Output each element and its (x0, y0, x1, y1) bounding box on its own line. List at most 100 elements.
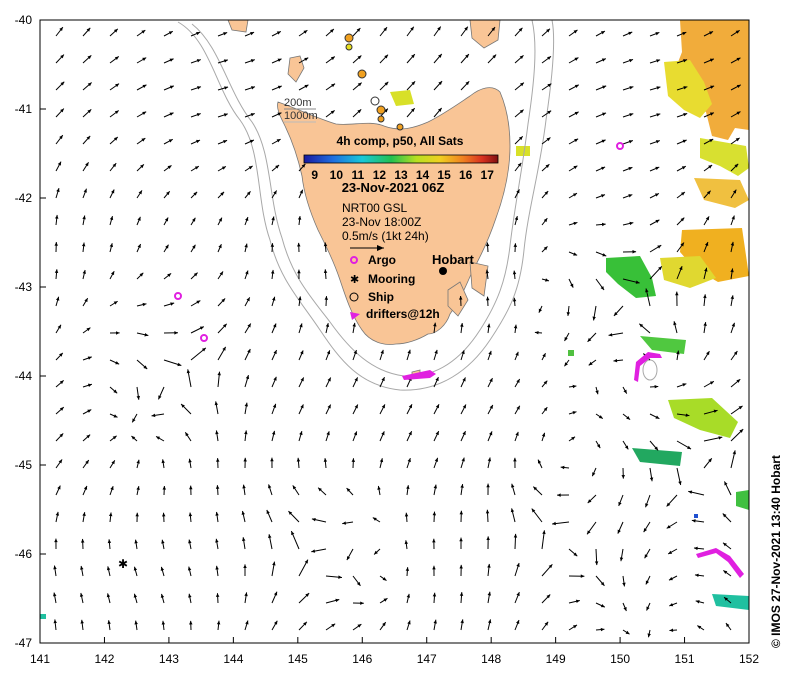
current-vector-head (327, 404, 331, 409)
current-vector-head (215, 485, 220, 489)
sst-patch-east-orange (694, 178, 749, 208)
lat-tick-label: -41 (15, 102, 33, 116)
current-vector-head (709, 139, 714, 143)
current-vector-head (323, 458, 328, 462)
lon-tick-label: 146 (352, 652, 372, 666)
current-vector-head (111, 460, 115, 465)
current-vector-head (433, 619, 437, 624)
legend-ship-icon (349, 292, 359, 302)
current-vector-head (432, 538, 436, 543)
current-vector-head (199, 326, 204, 330)
current-vector-head (645, 503, 649, 508)
current-vector-head (626, 416, 631, 420)
current-vector-head (140, 164, 144, 169)
mooring-marker[interactable]: ✱ (118, 557, 128, 571)
current-vector-head (60, 108, 64, 113)
current-vector-head (623, 389, 627, 394)
current-vector-head (654, 384, 659, 389)
sst-patch-green-5 (736, 490, 749, 510)
ship-marker[interactable] (344, 33, 354, 43)
current-vector-head (189, 620, 193, 625)
current-vector-head (731, 215, 735, 220)
current-vector-head (629, 59, 634, 63)
current-vector-head (297, 269, 301, 274)
current-vector-head (407, 620, 411, 625)
current-vector-head (327, 377, 331, 382)
current-vector-head (222, 346, 226, 351)
lat-tick-label: -46 (15, 547, 33, 561)
current-vector-head (489, 404, 493, 409)
ship-marker[interactable] (345, 43, 353, 51)
current-vector-head (107, 539, 112, 544)
current-vector-head (572, 411, 577, 415)
current-vector-head (738, 405, 743, 410)
current-vector-head (655, 140, 660, 144)
argo-float-marker[interactable] (174, 292, 182, 300)
current-vector-head (544, 191, 549, 195)
ship-marker[interactable] (377, 115, 385, 123)
current-vector-head (432, 592, 437, 597)
credit-text: © IMOS 27-Nov-2021 13:40 Hobart (769, 455, 783, 648)
current-vector-head (693, 546, 698, 551)
current-vector-head (346, 488, 351, 492)
current-vector-head (435, 404, 440, 409)
current-vector-head (151, 413, 156, 418)
current-vector-head (323, 242, 328, 247)
current-vector-head (192, 217, 196, 222)
ship-marker[interactable] (376, 105, 386, 115)
current-vector-head (112, 163, 117, 168)
argo-float-marker[interactable] (616, 142, 624, 150)
lat-tick-label: -40 (15, 13, 33, 27)
current-vector-head (113, 28, 118, 33)
current-vector-head (435, 431, 439, 436)
legend-mooring-label: Mooring (368, 272, 415, 286)
current-vector-head (459, 537, 463, 542)
current-vector-head (220, 191, 225, 196)
current-vector-head (382, 577, 387, 581)
current-vector-head (560, 465, 565, 470)
current-vector-head (601, 139, 606, 143)
current-vector-head (730, 268, 734, 273)
ship-marker[interactable] (357, 69, 367, 79)
lat-tick-label: -44 (15, 369, 33, 383)
current-vector-head (106, 566, 111, 571)
current-vector-head (709, 31, 714, 35)
current-vector-head (353, 350, 357, 355)
current-vector-head (215, 538, 219, 543)
argo-float-marker[interactable] (200, 334, 208, 342)
current-vector-head (542, 530, 546, 535)
current-vector-head (277, 112, 282, 116)
current-vector-head (676, 350, 680, 355)
current-vector-head (331, 83, 336, 88)
current-vector-head (548, 564, 553, 569)
current-vector-head (161, 539, 165, 544)
lon-tick-label: 143 (159, 652, 179, 666)
current-vector-head (461, 457, 465, 462)
current-vector-head (629, 221, 634, 226)
current-vector-head (515, 431, 519, 436)
current-vector-head (491, 27, 496, 31)
ship-marker[interactable] (370, 96, 380, 106)
current-vector-head (166, 191, 170, 196)
current-vector-head (538, 459, 542, 464)
current-vector-head (724, 481, 728, 486)
current-vector-field (53, 26, 744, 638)
current-vector-head (215, 430, 219, 435)
ship-marker[interactable] (396, 123, 404, 131)
current-vector-head (682, 383, 687, 387)
current-vector-head (602, 253, 607, 257)
current-vector-head (59, 380, 64, 385)
sst-patch-north-yellow (390, 90, 414, 106)
current-vector-head (592, 472, 596, 477)
current-vector-head (408, 431, 412, 436)
current-vector-head (57, 485, 61, 490)
current-vector-head (624, 445, 629, 450)
current-vector-head (224, 86, 229, 90)
current-vector-head (188, 593, 192, 598)
current-vector-head (485, 242, 490, 247)
current-vector-head (706, 351, 710, 356)
current-vector-head (724, 597, 728, 601)
current-vector-head (668, 576, 673, 581)
current-vector-head (268, 484, 272, 489)
current-vector-head (160, 593, 165, 598)
